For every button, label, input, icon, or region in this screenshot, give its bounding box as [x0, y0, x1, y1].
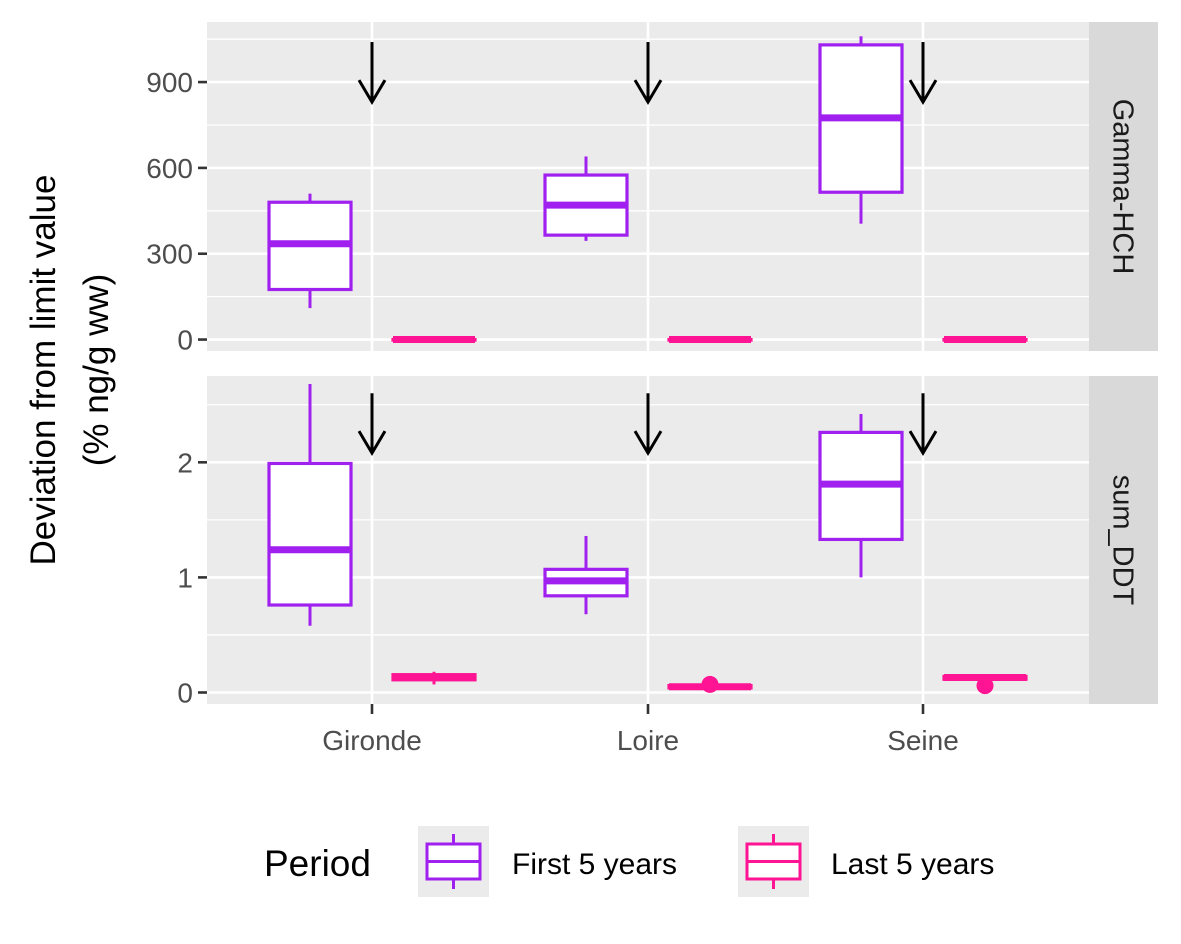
arrow-annotation — [633, 393, 663, 457]
y-tick-label: 600 — [146, 153, 193, 184]
legend-key-first — [418, 826, 489, 897]
arrow-annotation — [357, 393, 387, 457]
arrow-head — [633, 430, 663, 457]
arrow-head — [357, 79, 387, 106]
legend-title: Period — [264, 843, 371, 884]
box-last-5-years-gironde — [391, 336, 477, 344]
arrow-annotation — [633, 42, 663, 106]
facet-strip-label: sum_DDT — [1107, 475, 1139, 606]
x-axis: Gironde Loire Seine — [322, 704, 959, 756]
y-axis-title-line1: Deviation from limit value — [24, 175, 63, 566]
box-iqr — [267, 461, 353, 607]
y-tick-label: 0 — [177, 677, 193, 708]
y-tick-label: 300 — [146, 239, 193, 270]
box-first-5-years-loire — [543, 156, 629, 241]
y-tick-label: 0 — [177, 325, 193, 356]
arrow-head — [357, 430, 387, 457]
legend-label-last: Last 5 years — [831, 848, 994, 881]
outlier-point — [701, 675, 719, 693]
arrow-annotation — [908, 42, 938, 106]
box-first-5-years-seine — [818, 36, 904, 224]
panel-gamma-hch: 0 300 600 900 Gamma-HCH — [146, 22, 1158, 356]
box-last-5-years-seine — [942, 336, 1028, 344]
x-tick-label: Loire — [617, 725, 679, 756]
legend-label-first: First 5 years — [512, 848, 677, 881]
y-tick-label: 2 — [177, 447, 193, 478]
box-last-5-years-loire — [667, 675, 753, 693]
y-tick-label: 900 — [146, 67, 193, 98]
facet-strip — [1089, 376, 1158, 704]
arrow-annotation — [357, 42, 387, 106]
chart-panels: 0 300 600 900 Gamma-HCH 0 1 2 sum_DDT — [146, 22, 1158, 708]
arrow-annotation — [908, 393, 938, 457]
arrow-head — [908, 430, 938, 457]
legend: Period First 5 years Last 5 years — [264, 826, 994, 897]
arrow-head — [908, 79, 938, 106]
legend-key-last — [738, 826, 809, 897]
y-axis-title-line2: (% ng/g ww) — [77, 274, 116, 467]
x-tick-label: Seine — [887, 725, 959, 756]
x-tick-label: Gironde — [322, 725, 422, 756]
box-first-5-years-loire — [543, 535, 629, 615]
facet-strip-label: Gamma-HCH — [1107, 99, 1139, 275]
box-last-5-years-seine — [942, 674, 1028, 695]
panel-sum_ddt: 0 1 2 sum_DDT — [177, 376, 1158, 708]
box-first-5-years-seine — [818, 413, 904, 578]
legend-keys — [418, 826, 809, 897]
y-tick-label: 1 — [177, 562, 193, 593]
arrow-head — [633, 79, 663, 106]
box-first-5-years-gironde — [267, 193, 353, 309]
box-last-5-years-loire — [667, 336, 753, 344]
box-first-5-years-gironde — [267, 384, 353, 626]
facet-strip — [1089, 22, 1158, 351]
box-last-5-years-gironde — [391, 671, 477, 685]
outlier-point — [976, 677, 994, 695]
